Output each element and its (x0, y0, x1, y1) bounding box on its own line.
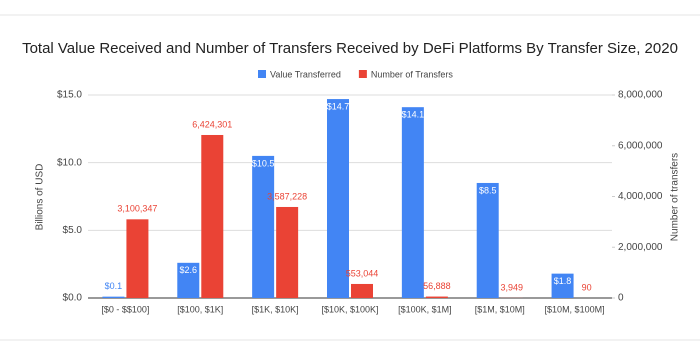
legend-label: Number of Transfers (371, 69, 454, 79)
bar (276, 206, 299, 298)
y-axis-title: Billions of USD (35, 164, 46, 231)
legend-swatch (258, 70, 266, 78)
y-tick-label: $10.0 (57, 157, 82, 168)
data-label: $8.5 (479, 185, 497, 195)
y2-tick-label: 0 (618, 293, 624, 304)
y2-tick-label: 8,000,000 (618, 90, 663, 101)
x-tick-label: [$1M, $10M] (475, 304, 525, 314)
bar (102, 296, 125, 298)
data-label: 553,044 (346, 268, 379, 278)
bar (201, 134, 224, 298)
bar (401, 107, 424, 299)
data-label: $1.8 (554, 276, 572, 286)
x-tick-label: [$100K, $1M] (398, 304, 452, 314)
legend-swatch (358, 70, 367, 78)
y2-tick-label: 4,000,000 (618, 191, 663, 202)
data-label: $0.1 (105, 281, 123, 291)
bar (126, 219, 149, 298)
bar (425, 296, 448, 298)
bar (351, 283, 373, 298)
y-tick-label: $5.0 (63, 225, 83, 236)
x-tick-label: [$0 - $$100] (101, 304, 149, 314)
bar (177, 262, 200, 298)
data-label: $14.7 (327, 101, 350, 111)
y2-tick-label: 6,000,000 (618, 140, 663, 151)
x-tick-label: [$1K, $10K] (252, 304, 299, 314)
data-label: 6,424,301 (192, 119, 232, 129)
data-label: 3,949 (500, 282, 523, 292)
chart-title: Total Value Received and Number of Trans… (22, 40, 678, 57)
x-tick-label: [$100, $1K] (177, 304, 223, 314)
x-tick-label: [$10K, $100K] (321, 304, 378, 314)
y-tick-label: $15.0 (57, 90, 82, 101)
bar (551, 273, 574, 298)
data-label: $10.5 (252, 158, 275, 168)
data-label: 90 (582, 282, 592, 292)
data-label: $2.6 (180, 265, 198, 275)
y2-axis-title: Number of transfers (670, 153, 681, 241)
x-tick-label: [$10M, $100M] (545, 304, 605, 314)
data-label: 3,587,228 (267, 191, 307, 201)
legend-label: Value Transferred (270, 69, 341, 79)
data-label: 3,100,347 (117, 204, 157, 214)
bar (476, 182, 499, 298)
data-label: $14.1 (402, 110, 425, 120)
y2-tick-label: 2,000,000 (618, 242, 663, 253)
y-tick-label: $0.0 (63, 293, 83, 304)
bar (327, 99, 349, 298)
data-label: 56,888 (423, 281, 451, 291)
bar (252, 155, 275, 298)
